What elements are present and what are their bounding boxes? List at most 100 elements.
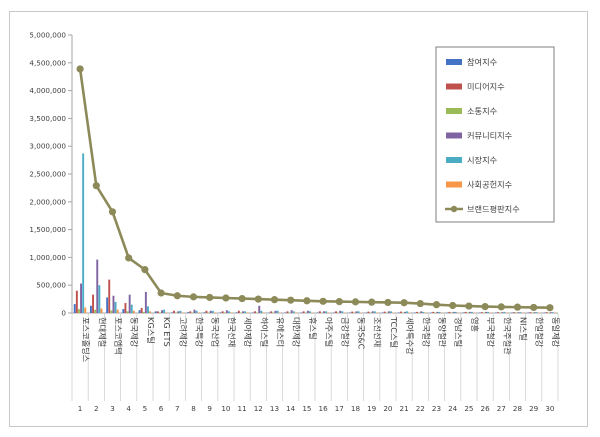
bar [251,312,254,313]
series-point [497,303,505,311]
bar [549,312,552,313]
legend-label: 소통지수 [467,106,498,116]
bar [545,312,548,313]
y-tick-label: 1,500,000 [29,225,66,234]
bar [332,312,335,313]
bar [292,311,295,313]
bar [401,312,404,313]
series-point [108,208,117,216]
series-point [254,295,262,303]
bar [223,312,226,313]
bar [519,312,522,313]
series-point [335,298,343,306]
bar [385,312,388,313]
bar [140,307,143,313]
bar [270,311,273,313]
bar [158,312,161,313]
legend-label: 커뮤니티지수 [467,131,513,141]
bar [300,312,303,313]
bar [288,312,291,313]
series-point [141,266,149,274]
bar [80,283,83,313]
bar [320,312,323,313]
bar [471,311,473,313]
bar [432,311,435,313]
legend-swatch [446,59,462,65]
x-category-label: 동국S&C [357,317,367,350]
bar [454,311,457,313]
bar [335,311,337,313]
x-category-label: 부국철강 [486,317,496,348]
y-tick-label: 500,000 [36,281,66,290]
bar [452,311,455,313]
bar [262,312,265,313]
bar [221,311,224,313]
series-point [449,301,457,310]
bar [355,311,358,313]
bar [89,305,92,313]
legend-swatch [446,157,462,163]
bar [531,312,534,313]
legend-swatch-point [450,205,458,213]
bar [422,311,425,313]
bar [351,311,354,313]
bar [170,312,173,313]
bar [440,312,443,313]
bar [316,312,319,313]
bar [144,291,147,313]
bar [161,310,164,313]
legend-swatch [446,132,462,139]
bar [110,310,113,313]
bar [381,312,384,313]
x-category-label: 동국제강 [130,317,140,348]
bar [207,312,210,313]
bar [77,309,80,313]
bar [517,312,520,313]
bar [375,312,378,313]
bar [268,312,271,313]
bar [138,310,141,313]
x-category-label: 조선선재 [373,317,383,347]
x-category-number: 1 [78,404,83,413]
bar [408,312,411,313]
bar [357,311,360,313]
bar [543,312,546,313]
series-point [351,298,360,306]
bar [359,312,362,313]
series-point [530,303,538,312]
bar [489,312,492,313]
bar [554,312,557,313]
x-category-label: 포스코엠텍 [114,317,124,355]
x-category-number: 12 [254,404,263,413]
bar [235,312,238,313]
y-tick-label: 4,000,000 [29,86,66,95]
x-category-number: 22 [416,404,425,413]
bar [294,312,297,313]
bar [365,312,368,313]
bar [304,312,307,313]
x-category-number: 9 [207,404,212,413]
line-layer [76,65,554,312]
x-category-number: 26 [481,404,491,413]
bar [473,312,476,313]
bar [228,311,230,313]
bar [116,309,119,313]
bar [219,312,222,313]
bar [353,312,356,313]
bar [464,311,467,313]
bar [424,312,427,313]
bar [211,310,214,313]
series-point [189,293,198,301]
bar [128,294,131,313]
legend-swatch [446,108,462,114]
x-category-number: 6 [159,404,164,413]
bar [487,311,490,313]
bar [416,311,418,313]
bar [436,311,439,313]
bar [114,301,117,313]
bar [239,312,242,313]
x-category-number: 19 [367,404,377,413]
y-tick-label: 2,000,000 [29,197,66,206]
